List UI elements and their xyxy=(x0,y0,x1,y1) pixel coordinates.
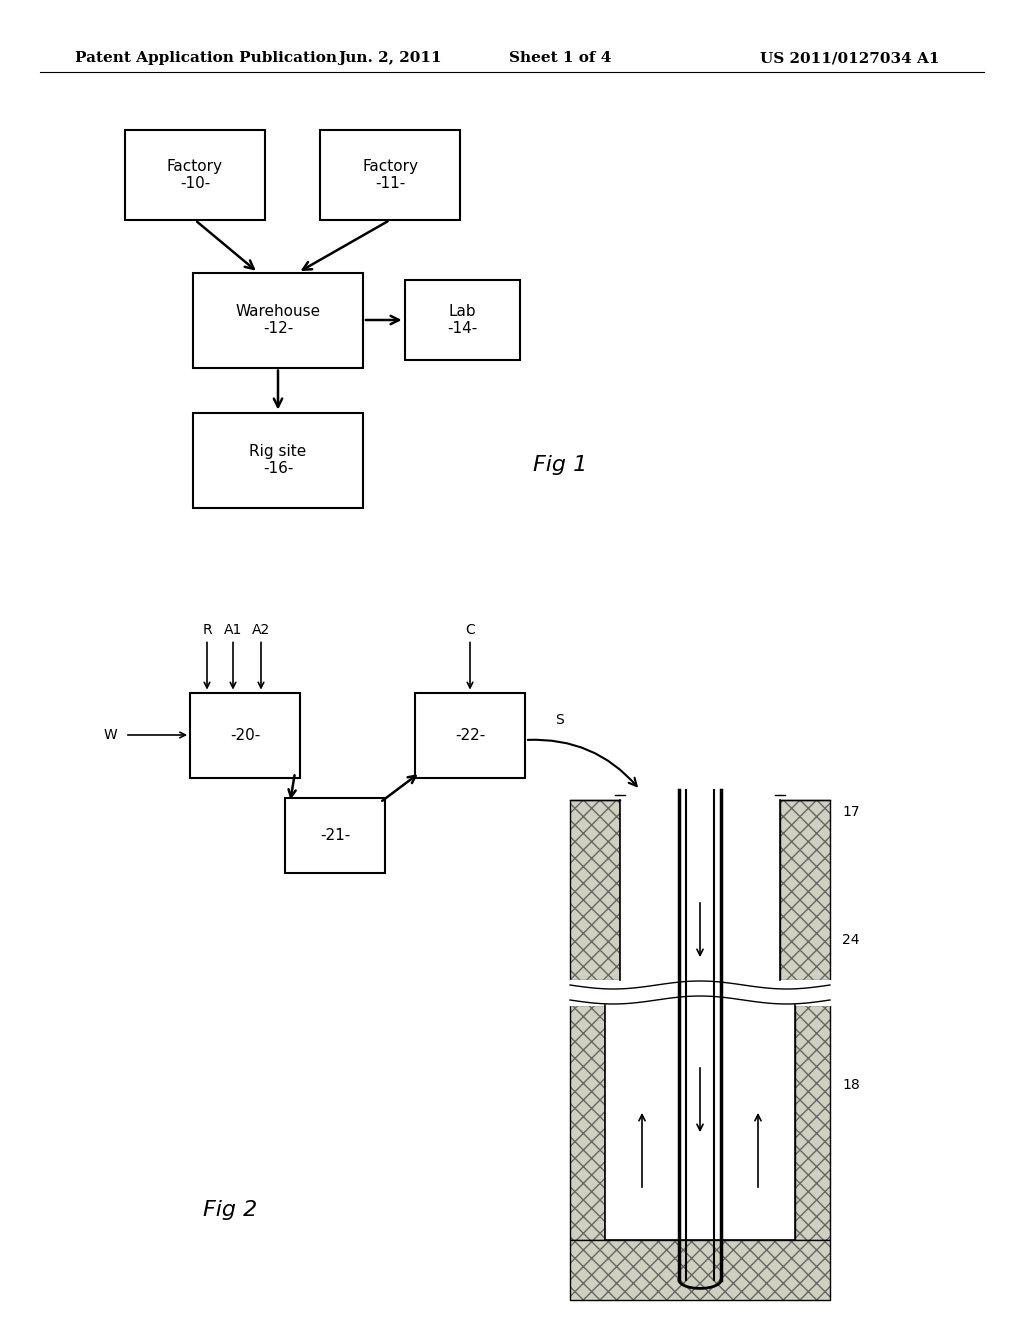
Text: Lab
-14-: Lab -14- xyxy=(446,304,477,337)
Bar xyxy=(780,800,830,979)
Bar xyxy=(570,1239,830,1300)
FancyArrowPatch shape xyxy=(527,739,637,787)
Text: Warehouse
-12-: Warehouse -12- xyxy=(236,304,321,337)
Text: Fig 1: Fig 1 xyxy=(532,455,587,475)
Text: US 2011/0127034 A1: US 2011/0127034 A1 xyxy=(760,51,940,65)
Text: Patent Application Publication: Patent Application Publication xyxy=(75,51,337,65)
Text: 18: 18 xyxy=(842,1078,860,1092)
Text: Factory
-10-: Factory -10- xyxy=(167,158,223,191)
Bar xyxy=(415,693,525,777)
Bar xyxy=(780,800,830,979)
Text: Jun. 2, 2011: Jun. 2, 2011 xyxy=(338,51,441,65)
Text: S: S xyxy=(555,713,564,727)
Text: R: R xyxy=(202,623,212,638)
Text: W: W xyxy=(103,729,117,742)
Bar xyxy=(570,1005,605,1239)
Bar xyxy=(795,1005,830,1239)
Text: Rig site
-16-: Rig site -16- xyxy=(250,444,306,477)
Text: Fig 2: Fig 2 xyxy=(203,1200,257,1220)
Text: 17: 17 xyxy=(842,805,859,818)
Bar xyxy=(570,1239,830,1300)
Bar xyxy=(570,1005,605,1239)
Bar xyxy=(795,1005,830,1239)
Text: A1: A1 xyxy=(224,623,243,638)
Text: A2: A2 xyxy=(252,623,270,638)
Bar xyxy=(570,800,620,979)
Bar xyxy=(620,800,780,979)
Bar xyxy=(570,800,620,979)
Text: Factory
-11-: Factory -11- xyxy=(362,158,418,191)
Bar xyxy=(193,272,362,367)
Text: -21-: -21- xyxy=(319,828,350,842)
Bar xyxy=(570,1005,605,1239)
Bar xyxy=(605,1005,795,1239)
Bar xyxy=(404,280,519,360)
Bar xyxy=(795,1005,830,1239)
Bar xyxy=(285,797,385,873)
Text: Sheet 1 of 4: Sheet 1 of 4 xyxy=(509,51,611,65)
Text: -20-: -20- xyxy=(229,727,260,742)
Text: -22-: -22- xyxy=(455,727,485,742)
Bar xyxy=(319,129,460,220)
Bar xyxy=(190,693,300,777)
Bar xyxy=(570,800,620,979)
Bar xyxy=(125,129,265,220)
Bar xyxy=(570,1239,830,1300)
Text: 24: 24 xyxy=(842,933,859,946)
Bar xyxy=(193,412,362,507)
Text: C: C xyxy=(465,623,475,638)
Bar xyxy=(780,800,830,979)
